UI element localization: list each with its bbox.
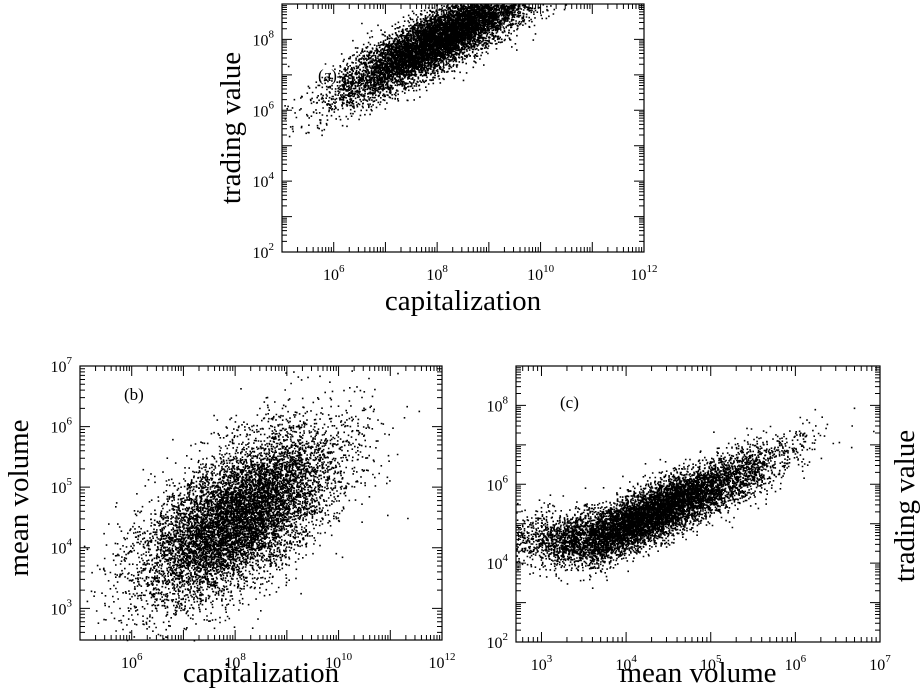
x-tick-label: 104 (615, 653, 637, 674)
panel-a-x-tick-labels: 106 108 1010 1012 (323, 263, 658, 284)
x-tick-label: 103 (531, 653, 553, 674)
panel-a-scatter-points (284, 4, 568, 138)
panel-c-y-tick-labels: 102 104 106 108 (487, 394, 509, 652)
panel-b-y-tick-labels: 103 104 105 106 107 (51, 355, 73, 618)
panel-c-scatter-points (516, 407, 875, 589)
x-tick-label: 1010 (325, 651, 353, 672)
panel-b-label: (b) (124, 385, 144, 404)
panel-c-y-axis-label: trading value (889, 430, 921, 582)
panel-b: 106 108 1010 1012 103 104 105 106 107 (b) capit… (3, 355, 456, 688)
x-tick-label: 1012 (429, 651, 456, 672)
panel-a: 106 108 1010 1012 102 104 106 108 (a) capitali… (215, 3, 658, 317)
x-tick-label: 106 (323, 263, 345, 284)
panel-c: 103 104 105 106 107 102 104 106 108 (c) mean vo… (487, 365, 921, 688)
panel-a-points (284, 4, 568, 138)
y-tick-label: 102 (487, 631, 509, 652)
y-tick-label: 106 (487, 473, 509, 494)
y-tick-label: 104 (253, 170, 275, 191)
y-tick-label: 104 (487, 552, 509, 573)
panel-b-ticks (79, 365, 443, 641)
panel-b-y-axis-label: mean volume (3, 419, 35, 576)
y-tick-label: 104 (51, 537, 73, 558)
panel-a-y-tick-labels: 102 104 106 108 (253, 28, 275, 262)
y-tick-label: 108 (253, 28, 275, 49)
panel-c-ticks (515, 365, 881, 643)
y-tick-label: 105 (51, 476, 73, 497)
panel-c-label: (c) (560, 393, 579, 412)
x-tick-label: 108 (224, 651, 246, 672)
y-tick-label: 106 (253, 99, 275, 120)
panel-a-x-axis-label: capitalization (385, 285, 542, 317)
panel-c-points (516, 407, 875, 589)
y-tick-label: 107 (51, 355, 73, 376)
panel-b-scatter-points (83, 370, 421, 642)
x-tick-label: 105 (700, 653, 722, 674)
panel-a-y-axis-label: trading value (215, 52, 247, 204)
panel-b-x-tick-labels: 106 108 1010 1012 (121, 651, 456, 672)
panel-a-plot-frame (281, 3, 645, 253)
x-tick-label: 1010 (527, 263, 555, 284)
panel-c-axis-ticks (515, 365, 881, 643)
y-tick-label: 103 (51, 597, 73, 618)
y-tick-label: 102 (253, 241, 275, 262)
x-tick-label: 1012 (631, 263, 658, 284)
panel-b-plot-frame (79, 365, 443, 641)
panel-b-x-axis-label: capitalization (183, 657, 340, 688)
x-tick-label: 108 (426, 263, 448, 284)
x-tick-label: 106 (785, 653, 807, 674)
x-tick-label: 106 (121, 651, 143, 672)
panel-c-x-axis-label: mean volume (619, 657, 776, 688)
y-tick-label: 106 (51, 416, 73, 437)
panel-b-axis-ticks (79, 365, 443, 641)
x-tick-label: 107 (869, 653, 891, 674)
y-tick-label: 108 (487, 394, 509, 415)
panel-b-points (83, 370, 421, 642)
panel-c-x-tick-labels: 103 104 105 106 107 (531, 653, 892, 674)
panel-a-axis-ticks (281, 3, 645, 253)
panel-a-label: (a) (318, 66, 337, 85)
panel-a-ticks (281, 3, 645, 253)
